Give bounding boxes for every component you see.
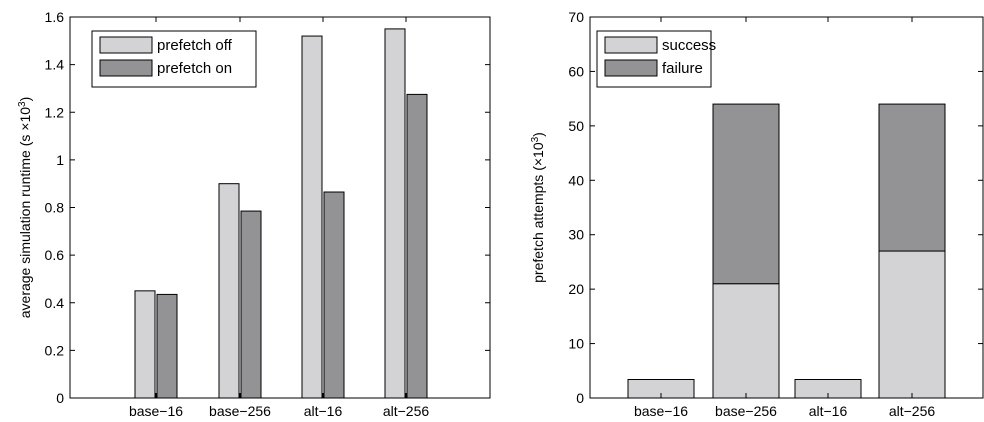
y-tick-label: 0.8 [45, 200, 65, 216]
y-tick-label: 0 [56, 390, 64, 406]
legend-swatch [604, 59, 658, 77]
legend-swatch [99, 59, 153, 77]
y-tick-label: 0.4 [45, 295, 65, 311]
bar [134, 290, 156, 399]
y-tick-label: 1 [56, 152, 64, 168]
axes-box [589, 16, 984, 399]
bar-segment [878, 103, 946, 252]
y-tick-label: 60 [568, 63, 584, 79]
prefetch-attempts-chart: 0 10 20 30 40 50 60 70 base−16 base−256 alt−16 alt−… [530, 9, 984, 419]
x-tick-label: alt−16 [809, 403, 848, 419]
runtime-chart: 0 0.2 0.4 0.6 0.8 1 1.2 1.4 1.6 base−16 base−256 al… [17, 9, 491, 419]
y-tick-label: 70 [568, 9, 584, 25]
x-tick-label: alt−256 [383, 403, 430, 419]
x-tick-label: alt−256 [889, 403, 936, 419]
y-tick-label: 40 [568, 172, 584, 188]
bar [384, 28, 406, 399]
bar [156, 293, 178, 399]
legend-label: success [662, 37, 716, 54]
x-tick-label: alt−16 [304, 403, 343, 419]
y-tick-label: 20 [568, 281, 584, 297]
x-tick-label: base−16 [634, 403, 688, 419]
legend-label: prefetch off [157, 37, 233, 54]
y-axis-label: average simulation runtime (s ×103) [17, 97, 34, 319]
legend-swatch [604, 36, 658, 54]
y-tick-label: 1.2 [45, 104, 65, 120]
y-axis-label: prefetch attempts (×103) [530, 132, 547, 283]
bar [406, 93, 428, 399]
legend-label: failure [662, 60, 703, 77]
bar-segment [878, 250, 946, 399]
legend-label: prefetch on [157, 60, 232, 77]
y-tick-label: 0.2 [45, 342, 65, 358]
x-tick-label: base−256 [209, 403, 271, 419]
bar-segment [712, 103, 780, 285]
bar [301, 35, 323, 399]
x-tick-label: base−16 [129, 403, 183, 419]
bar [323, 191, 345, 399]
bar-segment [712, 283, 780, 399]
y-tick-label: 1.4 [45, 57, 65, 73]
legend-swatch [99, 36, 153, 54]
y-tick-label: 0.6 [45, 247, 65, 263]
y-tick-label: 10 [568, 336, 584, 352]
bar [240, 210, 262, 399]
y-tick-label: 1.6 [45, 9, 65, 25]
x-tick-label: base−256 [715, 403, 777, 419]
y-tick-label: 50 [568, 118, 584, 134]
y-tick-label: 0 [576, 390, 584, 406]
y-tick-label: 30 [568, 227, 584, 243]
bar [218, 183, 240, 399]
